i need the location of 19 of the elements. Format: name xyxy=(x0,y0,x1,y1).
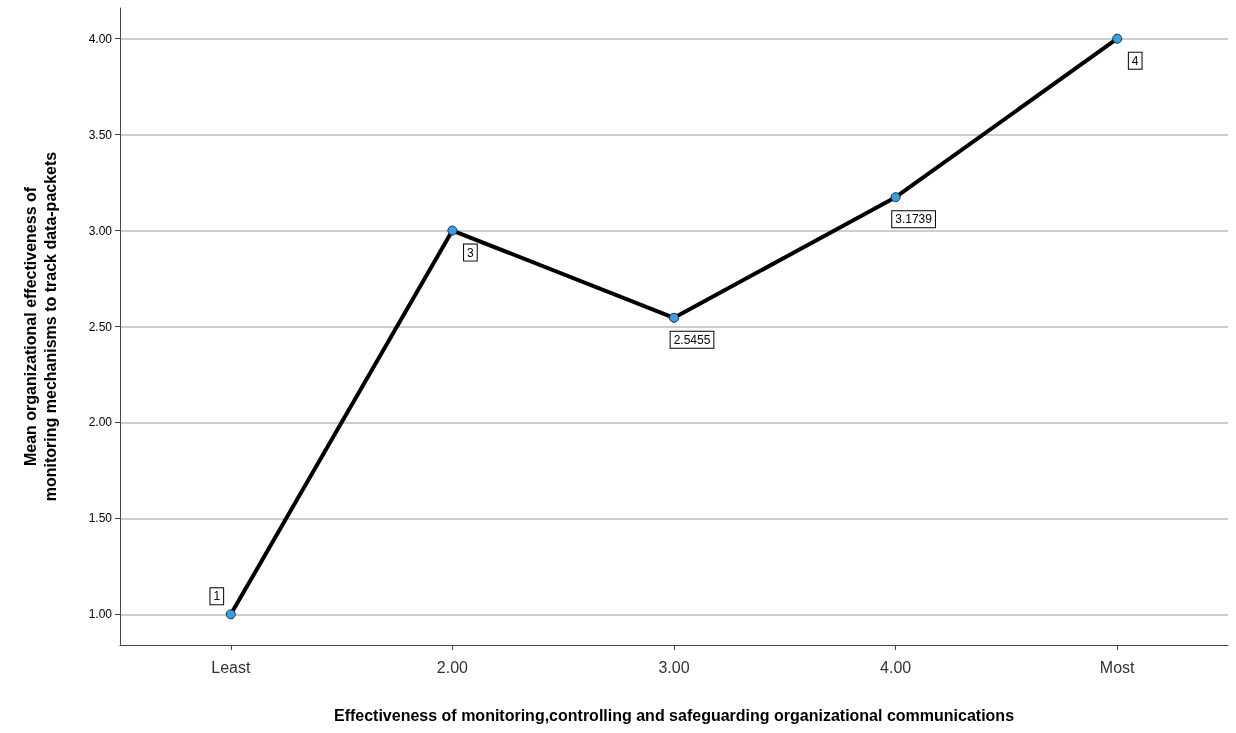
data-label: 1 xyxy=(213,589,221,604)
y-tick-label: 4.00 xyxy=(88,31,113,46)
y-tick-label: 3.50 xyxy=(88,127,113,142)
y-axis-title: Mean organizational effectiveness of monitoring mechanisms to track data-packets xyxy=(21,151,59,502)
x-tick-label: 3.00 xyxy=(658,658,690,676)
y-tick-label: 1.50 xyxy=(88,511,113,526)
x-tick-label: Most xyxy=(1099,658,1136,676)
data-label: 3.1739 xyxy=(895,212,933,227)
y-tick-label: 3.00 xyxy=(88,223,113,238)
x-tick-label: 4.00 xyxy=(880,658,912,676)
data-label: 4 xyxy=(1131,53,1139,68)
data-label: 2.5455 xyxy=(673,332,711,347)
y-tick-label: 2.50 xyxy=(88,319,113,334)
x-axis-title: Effectiveness of monitoring,controlling and safeguarding organizational communications xyxy=(333,706,1015,724)
data-label: 3 xyxy=(467,245,475,260)
x-tick-label: 2.00 xyxy=(436,658,469,676)
x-tick-label: Least xyxy=(211,658,251,676)
y-tick-label: 2.00 xyxy=(88,415,113,430)
y-tick-label: 1.00 xyxy=(88,607,113,622)
